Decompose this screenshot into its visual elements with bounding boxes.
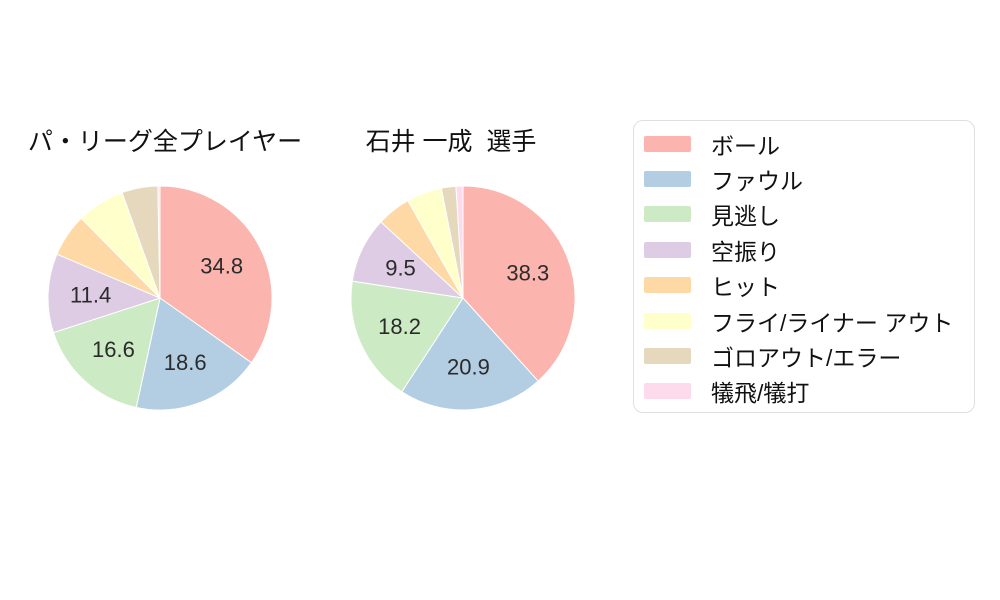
legend-item-7[interactable]: 犠飛/犠打 bbox=[644, 374, 974, 409]
slice-value-label: 18.2 bbox=[378, 314, 421, 339]
pie-chart-ishii-kazunari: 38.3 20.9 18.2 9.5 bbox=[350, 185, 576, 411]
slice-value-label: 11.4 bbox=[70, 282, 111, 307]
legend-swatch-icon bbox=[644, 135, 691, 152]
pie-slice-0 bbox=[159, 185, 273, 364]
legend-label: 見逃し bbox=[711, 203, 780, 230]
legend-label: ゴロアウト/エラー bbox=[711, 345, 902, 372]
legend-item-1[interactable]: ファウル bbox=[644, 161, 974, 196]
pie-slice-1 bbox=[401, 297, 539, 411]
legend-item-5[interactable]: フライ/ライナー アウト bbox=[644, 303, 974, 338]
legend-swatch-icon bbox=[644, 348, 691, 365]
slice-value-label: 38.3 bbox=[506, 261, 549, 286]
legend-label: 犠飛/犠打 bbox=[711, 380, 810, 407]
pie-slice-2 bbox=[350, 280, 464, 393]
legend: ボールファウル見逃し空振りヒットフライ/ライナー アウト ゴロアウト/エラー 犠飛/… bbox=[633, 120, 975, 413]
legend-swatch-icon bbox=[644, 383, 691, 400]
slice-value-label: 16.6 bbox=[92, 337, 135, 362]
pie-title-ishii-kazunari: 石井 一成 選手 bbox=[365, 128, 537, 156]
legend-item-3[interactable]: 空振り bbox=[644, 232, 974, 267]
slice-value-label: 20.9 bbox=[447, 355, 490, 380]
pie-slice-0 bbox=[462, 185, 576, 382]
pie-slice-1 bbox=[135, 297, 252, 411]
pie-title-league-all-players: パ・リーグ全プレイヤー bbox=[27, 128, 303, 156]
legend-swatch-icon bbox=[644, 312, 691, 329]
pie-slice-7 bbox=[455, 185, 464, 299]
legend-swatch-icon bbox=[644, 277, 691, 294]
legend-swatch-icon bbox=[644, 206, 691, 223]
legend-item-2[interactable]: 見逃し bbox=[644, 197, 974, 232]
slice-value-label: 9.5 bbox=[385, 255, 416, 280]
legend-item-4[interactable]: ヒット bbox=[644, 268, 974, 303]
slice-value-label: 18.6 bbox=[164, 350, 207, 375]
legend-swatch-icon bbox=[644, 241, 691, 258]
pie-chart-league-all-players: 34.8 18.6 16.6 11.4 bbox=[47, 185, 273, 411]
legend-swatch-icon bbox=[644, 171, 691, 188]
legend-label: ファウル bbox=[711, 168, 803, 195]
legend-label: ヒット bbox=[711, 274, 780, 301]
legend-label: 空振り bbox=[711, 238, 780, 265]
legend-item-6[interactable]: ゴロアウト/エラー bbox=[644, 338, 974, 373]
legend-item-0[interactable]: ボール bbox=[644, 126, 974, 161]
slice-value-label: 34.8 bbox=[200, 254, 243, 279]
pie-slice-7 bbox=[157, 185, 161, 299]
legend-label: ボール bbox=[711, 132, 780, 159]
legend-label: フライ/ライナー アウト bbox=[711, 309, 954, 336]
pie-slice-2 bbox=[52, 297, 161, 408]
pie-slice-3 bbox=[47, 253, 161, 334]
